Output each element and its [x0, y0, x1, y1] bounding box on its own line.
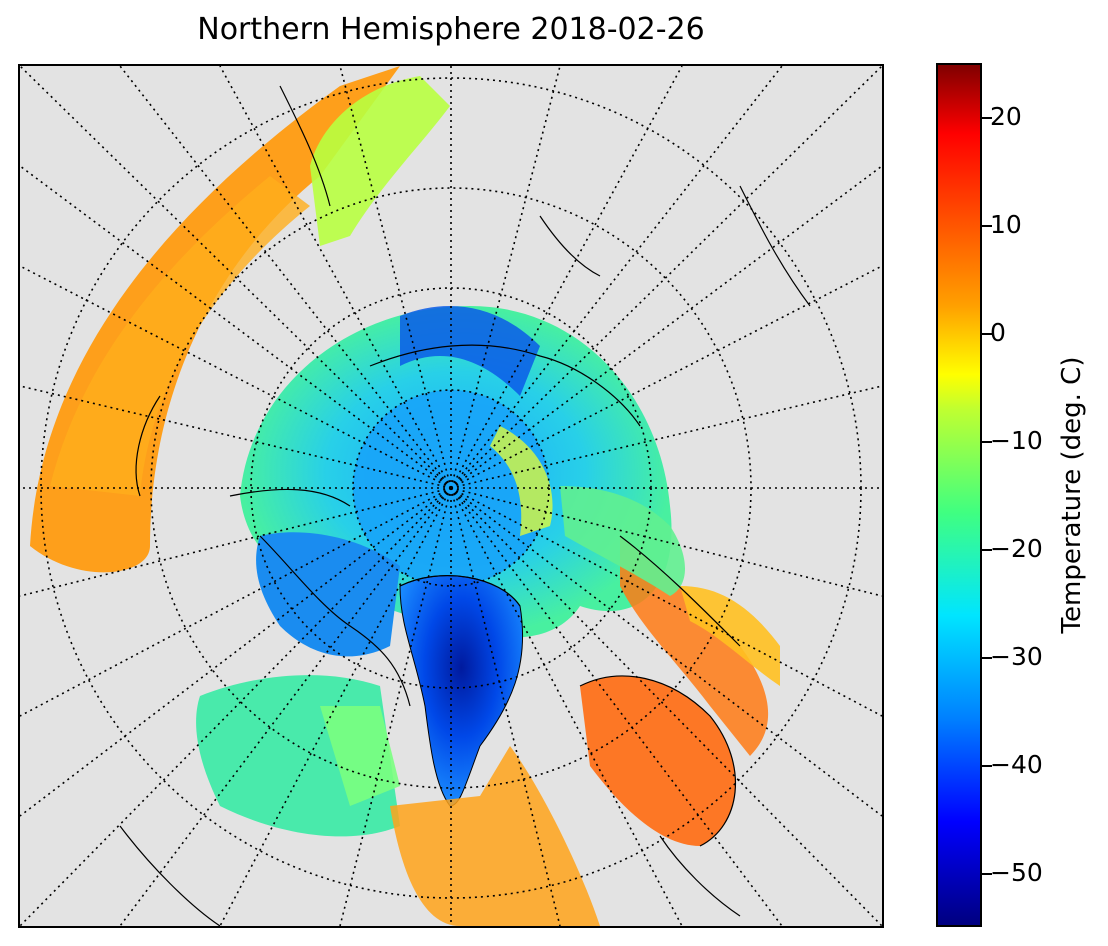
colorbar-tick [982, 441, 992, 443]
colorbar-tick [982, 657, 992, 659]
map-panel [18, 64, 884, 928]
colorbar-tick [982, 117, 992, 119]
siberia-cold-strip [400, 306, 540, 396]
colorbar-tick-label: −20 [990, 534, 1043, 563]
colorbar-tick [982, 873, 992, 875]
europe-russia-warm [620, 536, 769, 756]
colorbar-tick [982, 333, 992, 335]
canadian-archipelago [256, 532, 400, 657]
colorbar-tick-label: 20 [990, 102, 1022, 131]
colorbar-tick-label: 0 [990, 318, 1006, 347]
colorbar-label: Temperature (deg. C) [1057, 356, 1087, 634]
atlantic-side-warmth [490, 426, 553, 536]
map-title: Northern Hemisphere 2018-02-26 [197, 12, 705, 47]
map-svg [20, 66, 882, 926]
meridian-gridlines [20, 66, 882, 926]
colorbar-tick-label: −30 [990, 642, 1043, 671]
colorbar-tick [982, 765, 992, 767]
pacific-coast-region [310, 76, 450, 246]
colorbar-tick-label: 10 [990, 210, 1022, 239]
warm-band-asia-2 [50, 176, 310, 496]
colorbar-tick-label: −10 [990, 426, 1043, 455]
north-atlantic-region [390, 746, 600, 926]
barents-region [560, 486, 685, 596]
colorbar-tick [982, 225, 992, 227]
coastlines [119, 85, 811, 926]
colorbar-tick-label: −40 [990, 750, 1043, 779]
hudson-bay-region [320, 706, 400, 806]
colorbar-tick-label: −50 [990, 858, 1043, 887]
colorbar [936, 63, 982, 927]
colorbar-tick [982, 549, 992, 551]
parallel-gridlines [40, 77, 862, 899]
